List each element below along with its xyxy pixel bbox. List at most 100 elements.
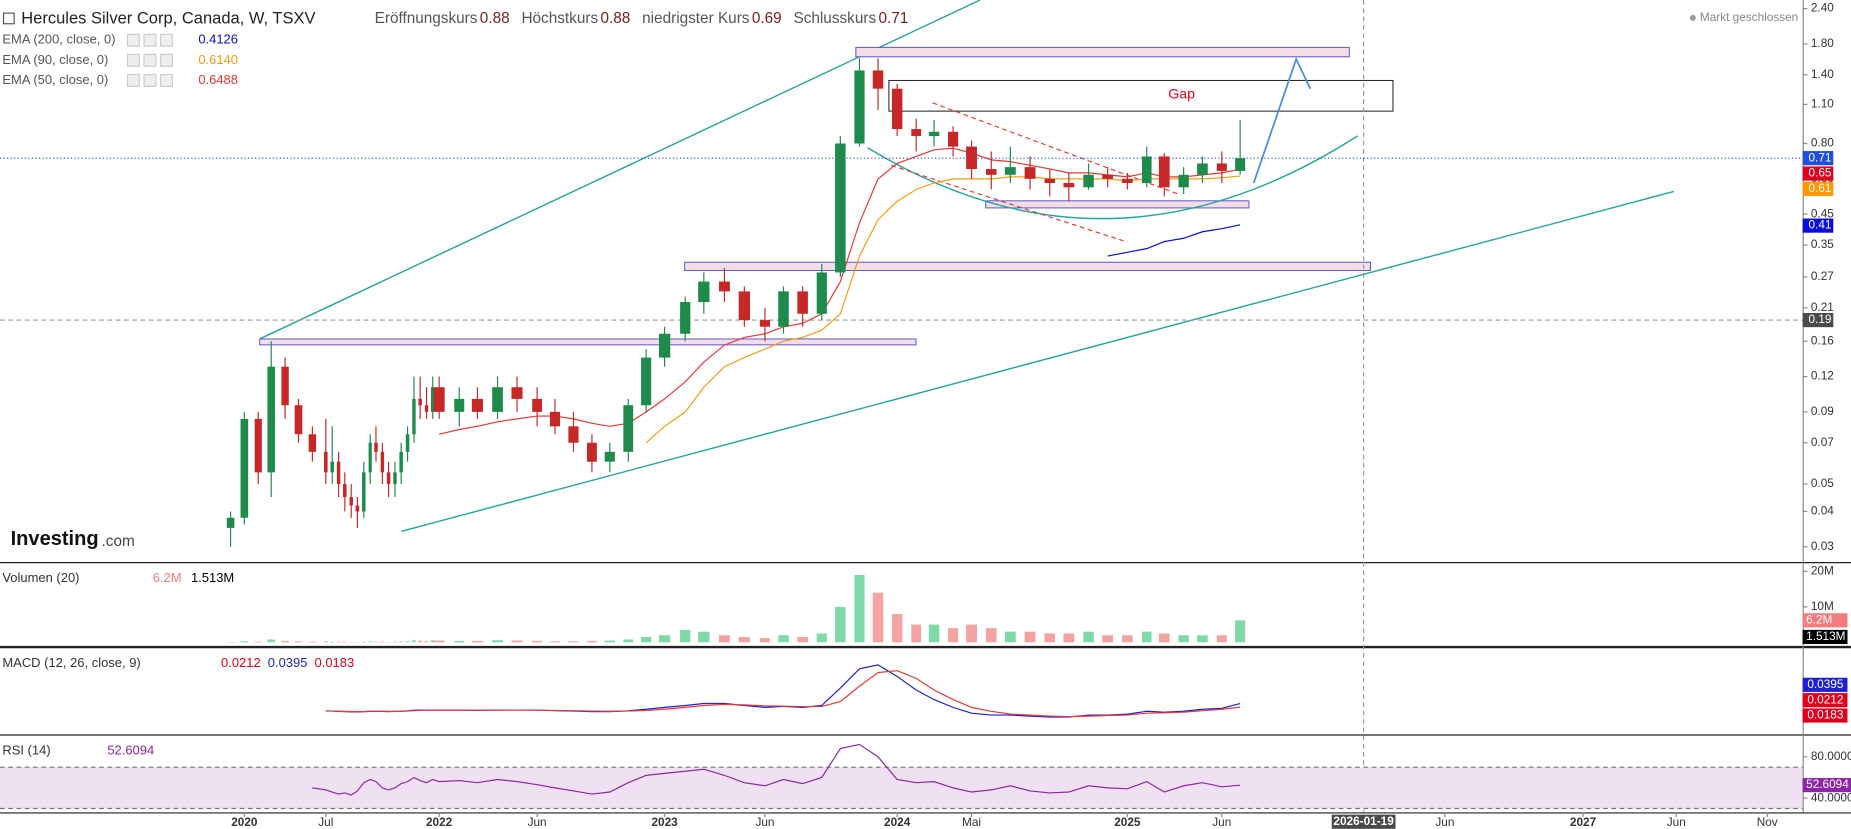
candle-body	[623, 405, 634, 452]
volume-bar	[1158, 633, 1170, 643]
candle-body	[418, 398, 422, 406]
rsi-line	[312, 743, 1241, 796]
macd-badge	[1802, 677, 1848, 692]
volume-badge-label: 1.513M	[1806, 629, 1845, 643]
header-text: 0.0183	[315, 655, 355, 670]
legend-label: EMA (200, close, 0)	[2, 32, 115, 47]
y-tick-label: 0.12	[1811, 369, 1834, 383]
price-badge	[1802, 166, 1834, 181]
legend-icon	[126, 73, 140, 87]
volume-bar	[641, 637, 652, 643]
candle-body	[854, 70, 865, 144]
volume-bar	[294, 641, 303, 643]
volume-bar	[568, 641, 579, 643]
logo-suffix: .com	[102, 533, 135, 550]
candle-body	[281, 366, 289, 406]
y-tick-label: 0.27	[1811, 269, 1834, 283]
legend-icon	[143, 73, 157, 87]
candle-body	[374, 442, 378, 452]
volume-bar	[778, 635, 789, 643]
candle-body	[587, 442, 597, 462]
volume-bar	[1102, 635, 1114, 643]
projection-arrow	[1252, 56, 1312, 184]
macd-badge-label: 0.0212	[1807, 692, 1843, 706]
volume-badge	[1802, 613, 1848, 628]
candle-body	[308, 434, 317, 452]
candle-body	[393, 472, 397, 485]
candle-body	[1083, 174, 1094, 188]
volume-bar	[658, 635, 671, 643]
header-text: Volumen (20)	[2, 570, 79, 585]
y-tick-label: 0.09	[1811, 404, 1834, 418]
volume-bar	[1004, 631, 1016, 643]
candle-body	[532, 398, 543, 412]
x-tick-label: Jun	[755, 815, 774, 829]
header-text: RSI (14)	[2, 742, 50, 757]
y-tick-label: 20M	[1811, 564, 1834, 578]
header-text: 1.513M	[191, 570, 234, 585]
candle-body	[362, 472, 366, 512]
candle-body	[872, 70, 884, 89]
candle-body	[1004, 167, 1016, 175]
candle-body	[1197, 163, 1208, 175]
y-tick-label: 0.21	[1811, 300, 1834, 314]
x-tick-label: 2025	[1114, 815, 1141, 829]
candle-body	[948, 131, 959, 147]
y-tick-label: 40.0000	[1811, 790, 1851, 804]
macd-badge-label: 0.0395	[1807, 677, 1844, 691]
y-tick-label: 10M	[1811, 599, 1834, 613]
volume-badge	[1802, 629, 1848, 645]
volume-bar	[759, 638, 771, 643]
header-text: MACD (12, 26, close, 9)	[2, 655, 140, 670]
volume-bar	[872, 592, 884, 643]
candle-body	[412, 398, 416, 435]
candle-body	[1102, 174, 1114, 179]
volume-bar	[1178, 635, 1189, 643]
annotation: Gap	[1168, 86, 1195, 102]
candle-body	[1178, 174, 1189, 188]
y-tick-label: 0.07	[1811, 435, 1834, 449]
y-tick-label: 0.80	[1811, 136, 1834, 150]
volume-bar	[308, 641, 317, 643]
volume-bar	[1122, 635, 1133, 643]
candle-body	[330, 461, 334, 473]
candle-body	[568, 426, 579, 443]
candle-body	[1044, 178, 1056, 184]
volume-bar	[718, 635, 730, 643]
y-tick-label: 0.03	[1811, 539, 1834, 553]
candle-body	[324, 451, 328, 473]
candle-body	[454, 398, 465, 412]
trend-line	[401, 190, 1675, 533]
candle-body	[471, 398, 483, 412]
volume-badge-label: 6.2M	[1806, 612, 1832, 626]
candle-body	[680, 302, 691, 334]
volume-bar	[911, 624, 922, 643]
volume-bar	[948, 628, 959, 643]
rsi-badge-label: 52.6094	[1806, 777, 1849, 791]
volume-bar	[330, 641, 334, 643]
volume-bar	[240, 641, 249, 643]
candle-body	[928, 131, 940, 137]
volume-bar	[587, 640, 597, 643]
volume-bar	[471, 640, 483, 643]
candle-body	[336, 461, 341, 485]
dashed-trend	[932, 102, 1181, 196]
legend-value: 0.6140	[198, 52, 238, 67]
legend-icon	[143, 53, 157, 67]
volume-bar	[374, 641, 378, 643]
candle-body	[1122, 178, 1133, 184]
price-badge-label: 0.41	[1809, 218, 1832, 232]
x-tick-label: 2020	[231, 815, 258, 829]
market-status: Markt geschlossen	[1700, 10, 1798, 24]
x-tick-label: Jun	[1212, 815, 1231, 829]
macd-line	[325, 670, 1241, 718]
price-badge	[1802, 218, 1834, 233]
x-tick-label: Nov	[1757, 815, 1778, 829]
candle-body	[1063, 183, 1075, 188]
volume-bar	[698, 631, 710, 643]
candle-body	[343, 484, 347, 498]
candle-body	[911, 129, 922, 137]
